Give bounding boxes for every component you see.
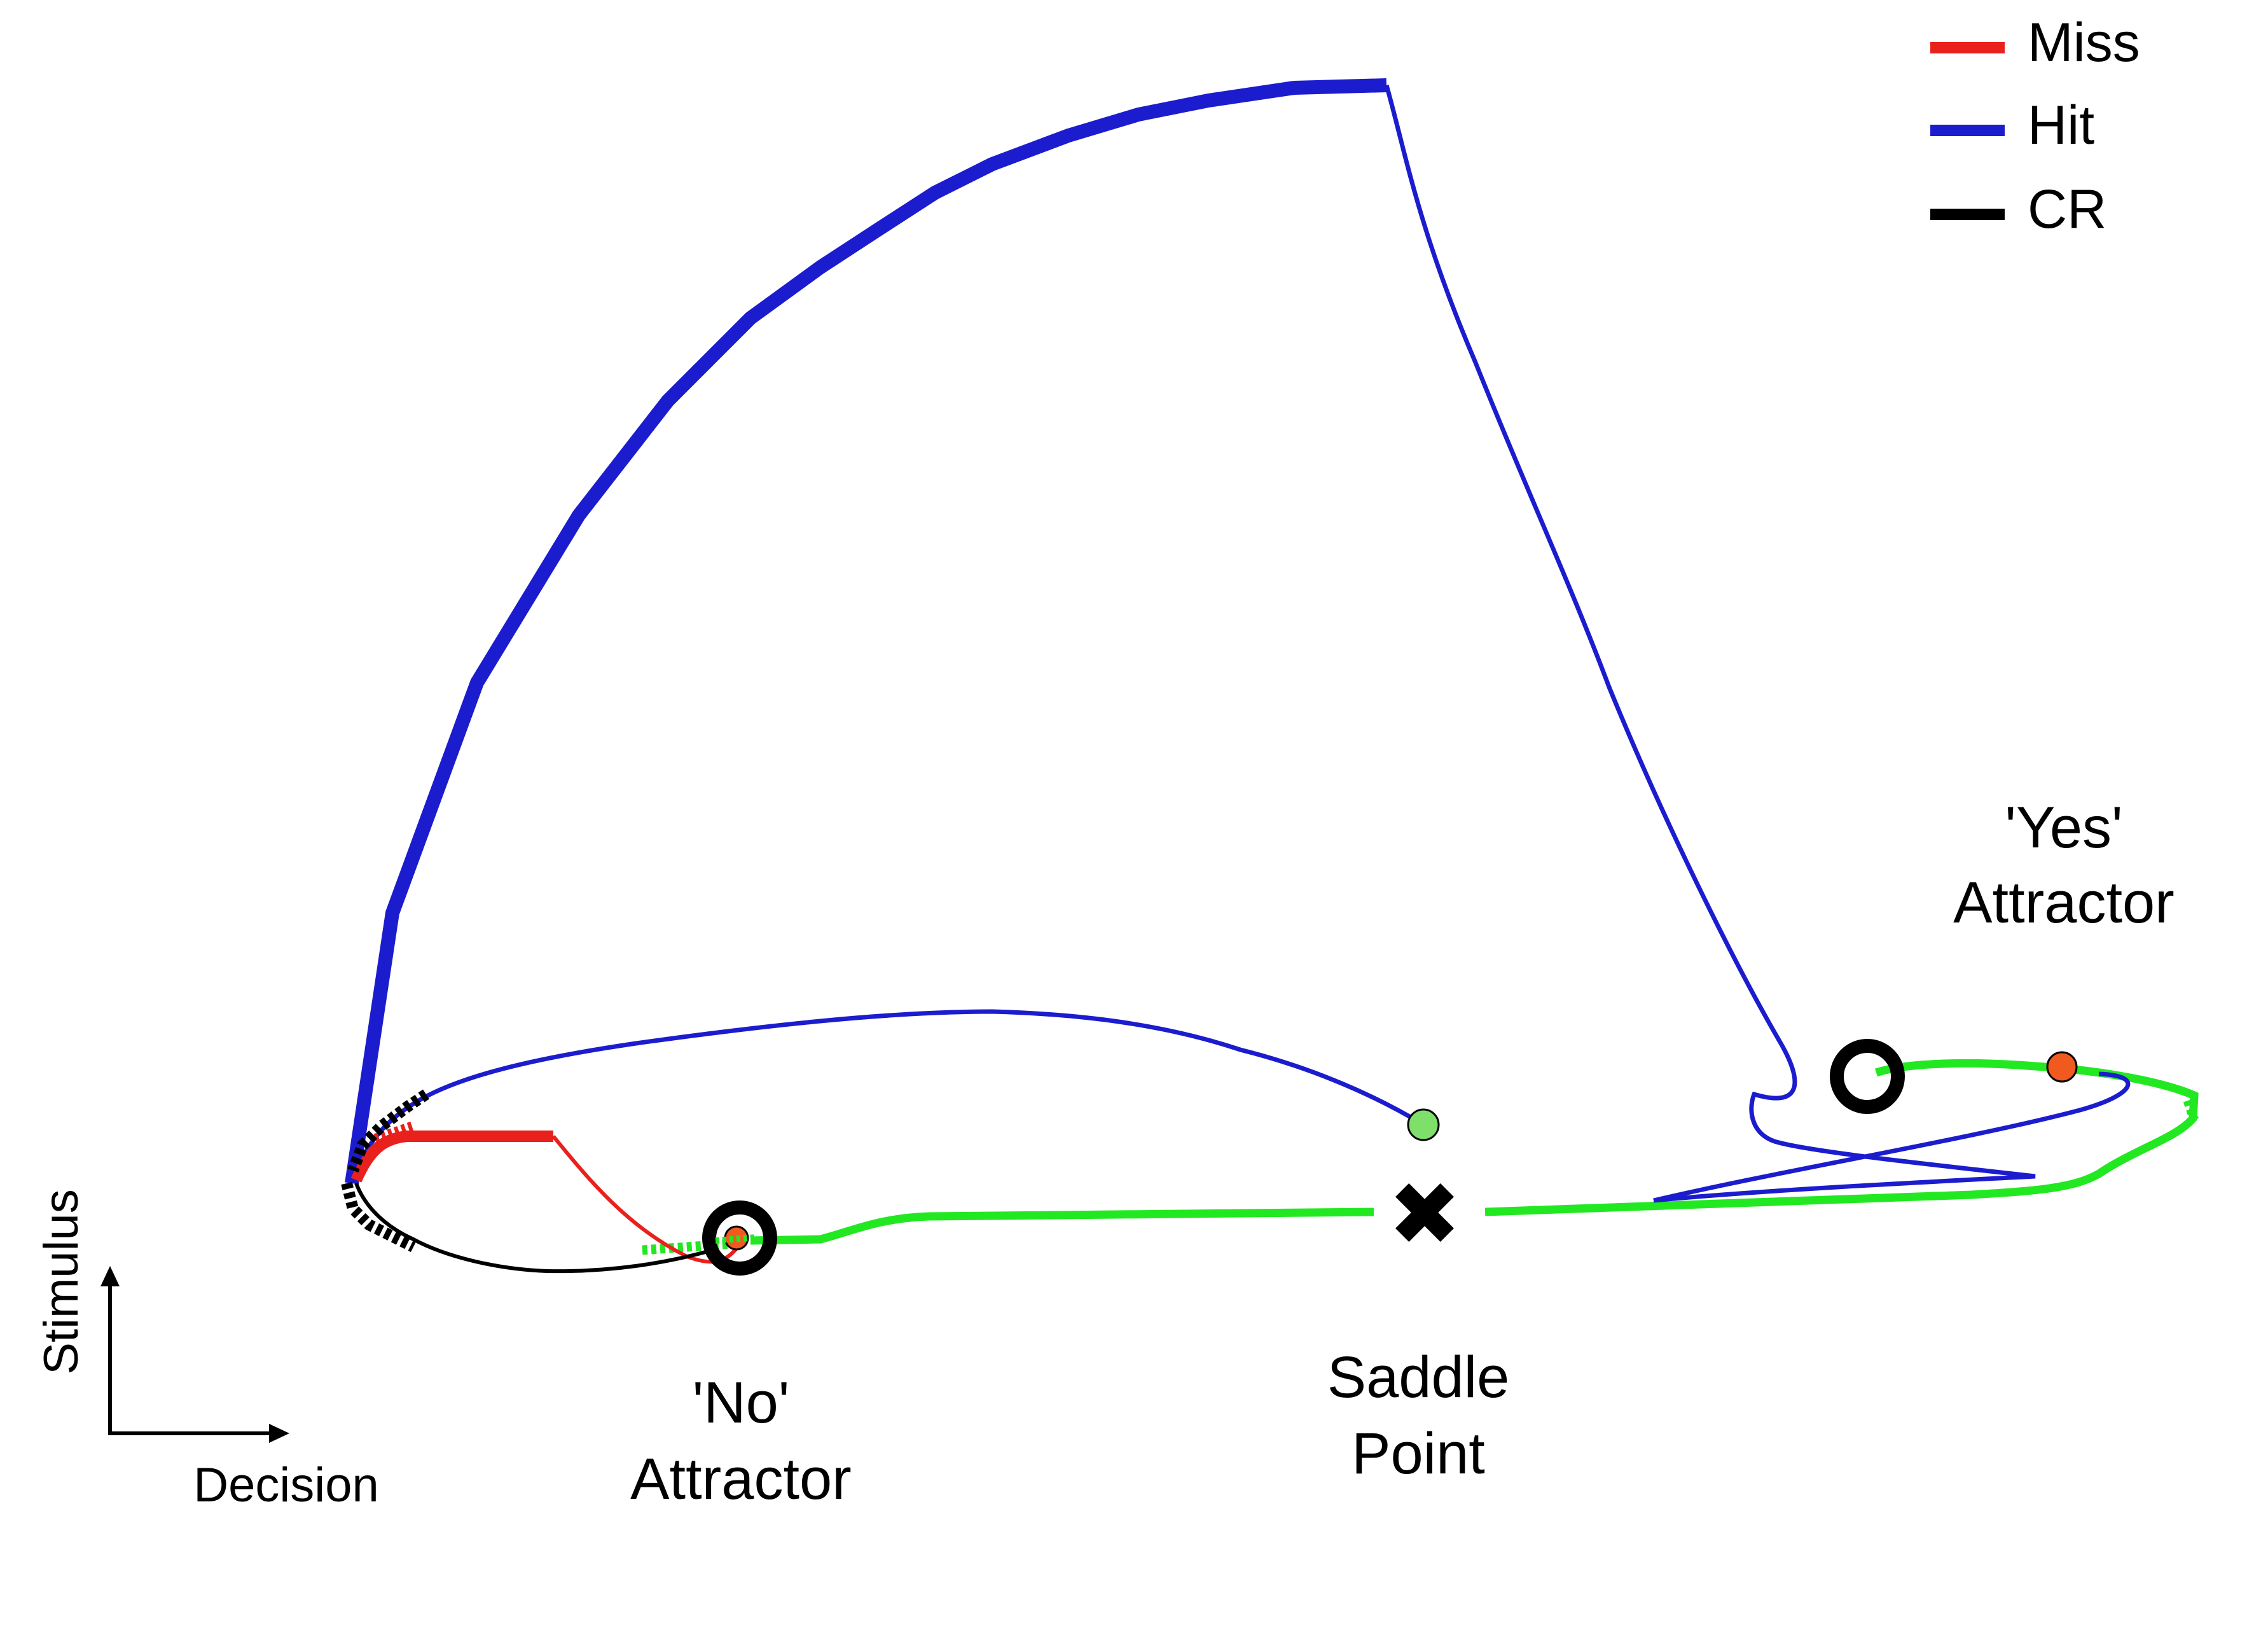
- yes-attractor-label-line1: 'Yes': [2005, 795, 2122, 860]
- state-dot: [2046, 1051, 2078, 1083]
- no-attractor-marker: [702, 1200, 777, 1276]
- legend-item-miss: Miss: [1930, 12, 2140, 73]
- saddle-point-label-line1: Saddle: [1327, 1345, 1509, 1410]
- axes-indicator: Decision Stimulus: [34, 1189, 379, 1512]
- stimulus-axis-label: Stimulus: [34, 1189, 88, 1374]
- yes-attractor-label-line2: Attractor: [1953, 870, 2175, 935]
- cross-icon: [1395, 1183, 1454, 1242]
- hit-trajectory-return: [1384, 85, 2036, 1203]
- ring-icon: [1830, 1039, 1905, 1114]
- no-attractor-label-line2: Attractor: [630, 1447, 852, 1512]
- decision-axis-label: Decision: [193, 1458, 378, 1512]
- cr-dash-upper: [347, 1089, 429, 1173]
- hit-trajectory-loop: [1653, 1071, 2131, 1203]
- cr-trajectory: [354, 1182, 713, 1274]
- miss-trajectory: [350, 1131, 553, 1183]
- saddle-point-label-line2: Point: [1352, 1421, 1485, 1486]
- arrow-right-icon: [269, 1424, 289, 1443]
- ring-icon: [702, 1200, 777, 1276]
- cr-dash-lower: [341, 1181, 417, 1253]
- start-point-dot: [1407, 1108, 1440, 1141]
- legend-item-hit: Hit: [1930, 95, 2094, 156]
- no-attractor-label-line1: 'No': [693, 1370, 790, 1435]
- legend-label-miss: Miss: [2028, 12, 2140, 73]
- hit-trajectory-lower: [360, 1009, 1423, 1159]
- manifold-trajectory: [750, 1207, 1374, 1245]
- yes-attractor-marker: [1830, 1039, 2078, 1114]
- legend: Miss Hit CR: [1930, 12, 2140, 240]
- manifold-trajectory-right: [1484, 1059, 2199, 1216]
- hit-trajectory-thick: [345, 78, 1387, 1185]
- saddle-point-marker: [1395, 1183, 1454, 1242]
- legend-item-cr: CR: [1930, 179, 2106, 240]
- legend-label-cr: CR: [2028, 179, 2106, 240]
- legend-label-hit: Hit: [2028, 95, 2094, 156]
- manifold-dash-yes: [2183, 1099, 2199, 1122]
- arrow-up-icon: [100, 1266, 120, 1286]
